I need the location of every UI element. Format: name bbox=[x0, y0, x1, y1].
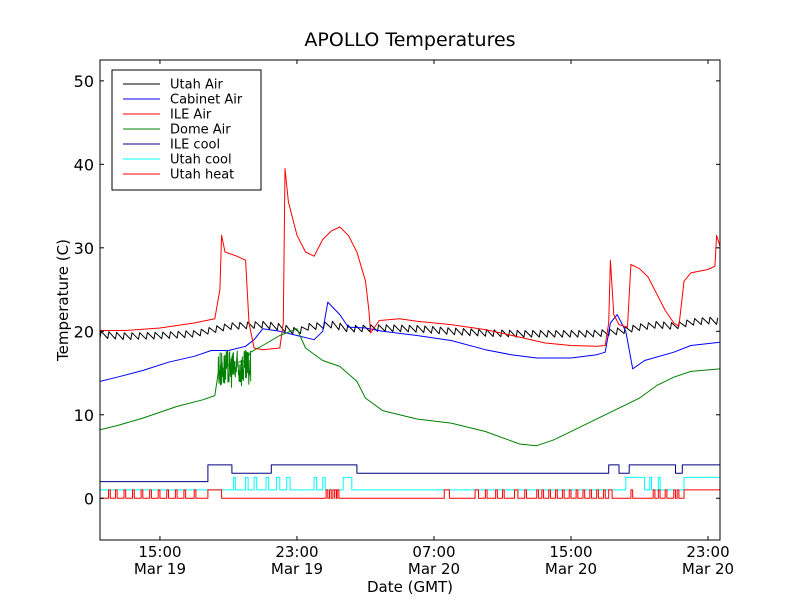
legend-label-utah-heat: Utah heat bbox=[170, 168, 234, 183]
series-line-utah-air bbox=[100, 316, 719, 340]
x-tick-label-time: 07:00 bbox=[412, 543, 455, 561]
plot-frame bbox=[99, 59, 721, 541]
y-tick-label: 10 bbox=[74, 406, 94, 425]
x-axis-label: Date (GMT) bbox=[367, 578, 453, 596]
x-tick-label-date: Mar 20 bbox=[682, 560, 734, 578]
legend-label-utah-air: Utah Air bbox=[170, 78, 223, 93]
series-line-ile-cool bbox=[100, 464, 720, 483]
legend-label-utah-cool: Utah cool bbox=[170, 153, 232, 168]
x-tick-label-date: Mar 20 bbox=[545, 560, 597, 578]
series-line-dome-air-noise bbox=[217, 350, 252, 388]
series-line-ile-air bbox=[100, 168, 720, 351]
legend-label-ile-air: ILE Air bbox=[170, 108, 212, 123]
y-tick-label: 50 bbox=[74, 72, 94, 91]
series-line-cabinet-air bbox=[100, 301, 720, 382]
x-tick-label-time: 15:00 bbox=[549, 543, 592, 561]
legend-label-ile-cool: ILE cool bbox=[170, 138, 220, 153]
y-tick-label: 40 bbox=[74, 155, 94, 174]
legend-label-cabinet-air: Cabinet Air bbox=[170, 93, 243, 108]
y-tick-label: 20 bbox=[74, 322, 94, 341]
x-tick-label-time: 23:00 bbox=[275, 543, 318, 561]
legend-label-dome-air: Dome Air bbox=[170, 123, 231, 138]
series-line-dome-air bbox=[100, 328, 720, 447]
chart-title: APOLLO Temperatures bbox=[304, 29, 515, 51]
series-line-utah-heat bbox=[100, 489, 720, 499]
x-tick-label-date: Mar 19 bbox=[271, 560, 323, 578]
y-axis-label: Temperature (C) bbox=[54, 239, 72, 362]
x-tick-label-time: 15:00 bbox=[138, 543, 181, 561]
legend-box bbox=[111, 69, 262, 191]
y-tick-label: 0 bbox=[84, 489, 94, 508]
x-tick-label-time: 23:00 bbox=[686, 543, 729, 561]
series-layer bbox=[100, 168, 720, 499]
x-tick-label-date: Mar 19 bbox=[134, 560, 186, 578]
y-tick-label: 30 bbox=[74, 239, 94, 258]
series-line-utah-cool bbox=[100, 476, 720, 491]
x-tick-label-date: Mar 20 bbox=[408, 560, 460, 578]
